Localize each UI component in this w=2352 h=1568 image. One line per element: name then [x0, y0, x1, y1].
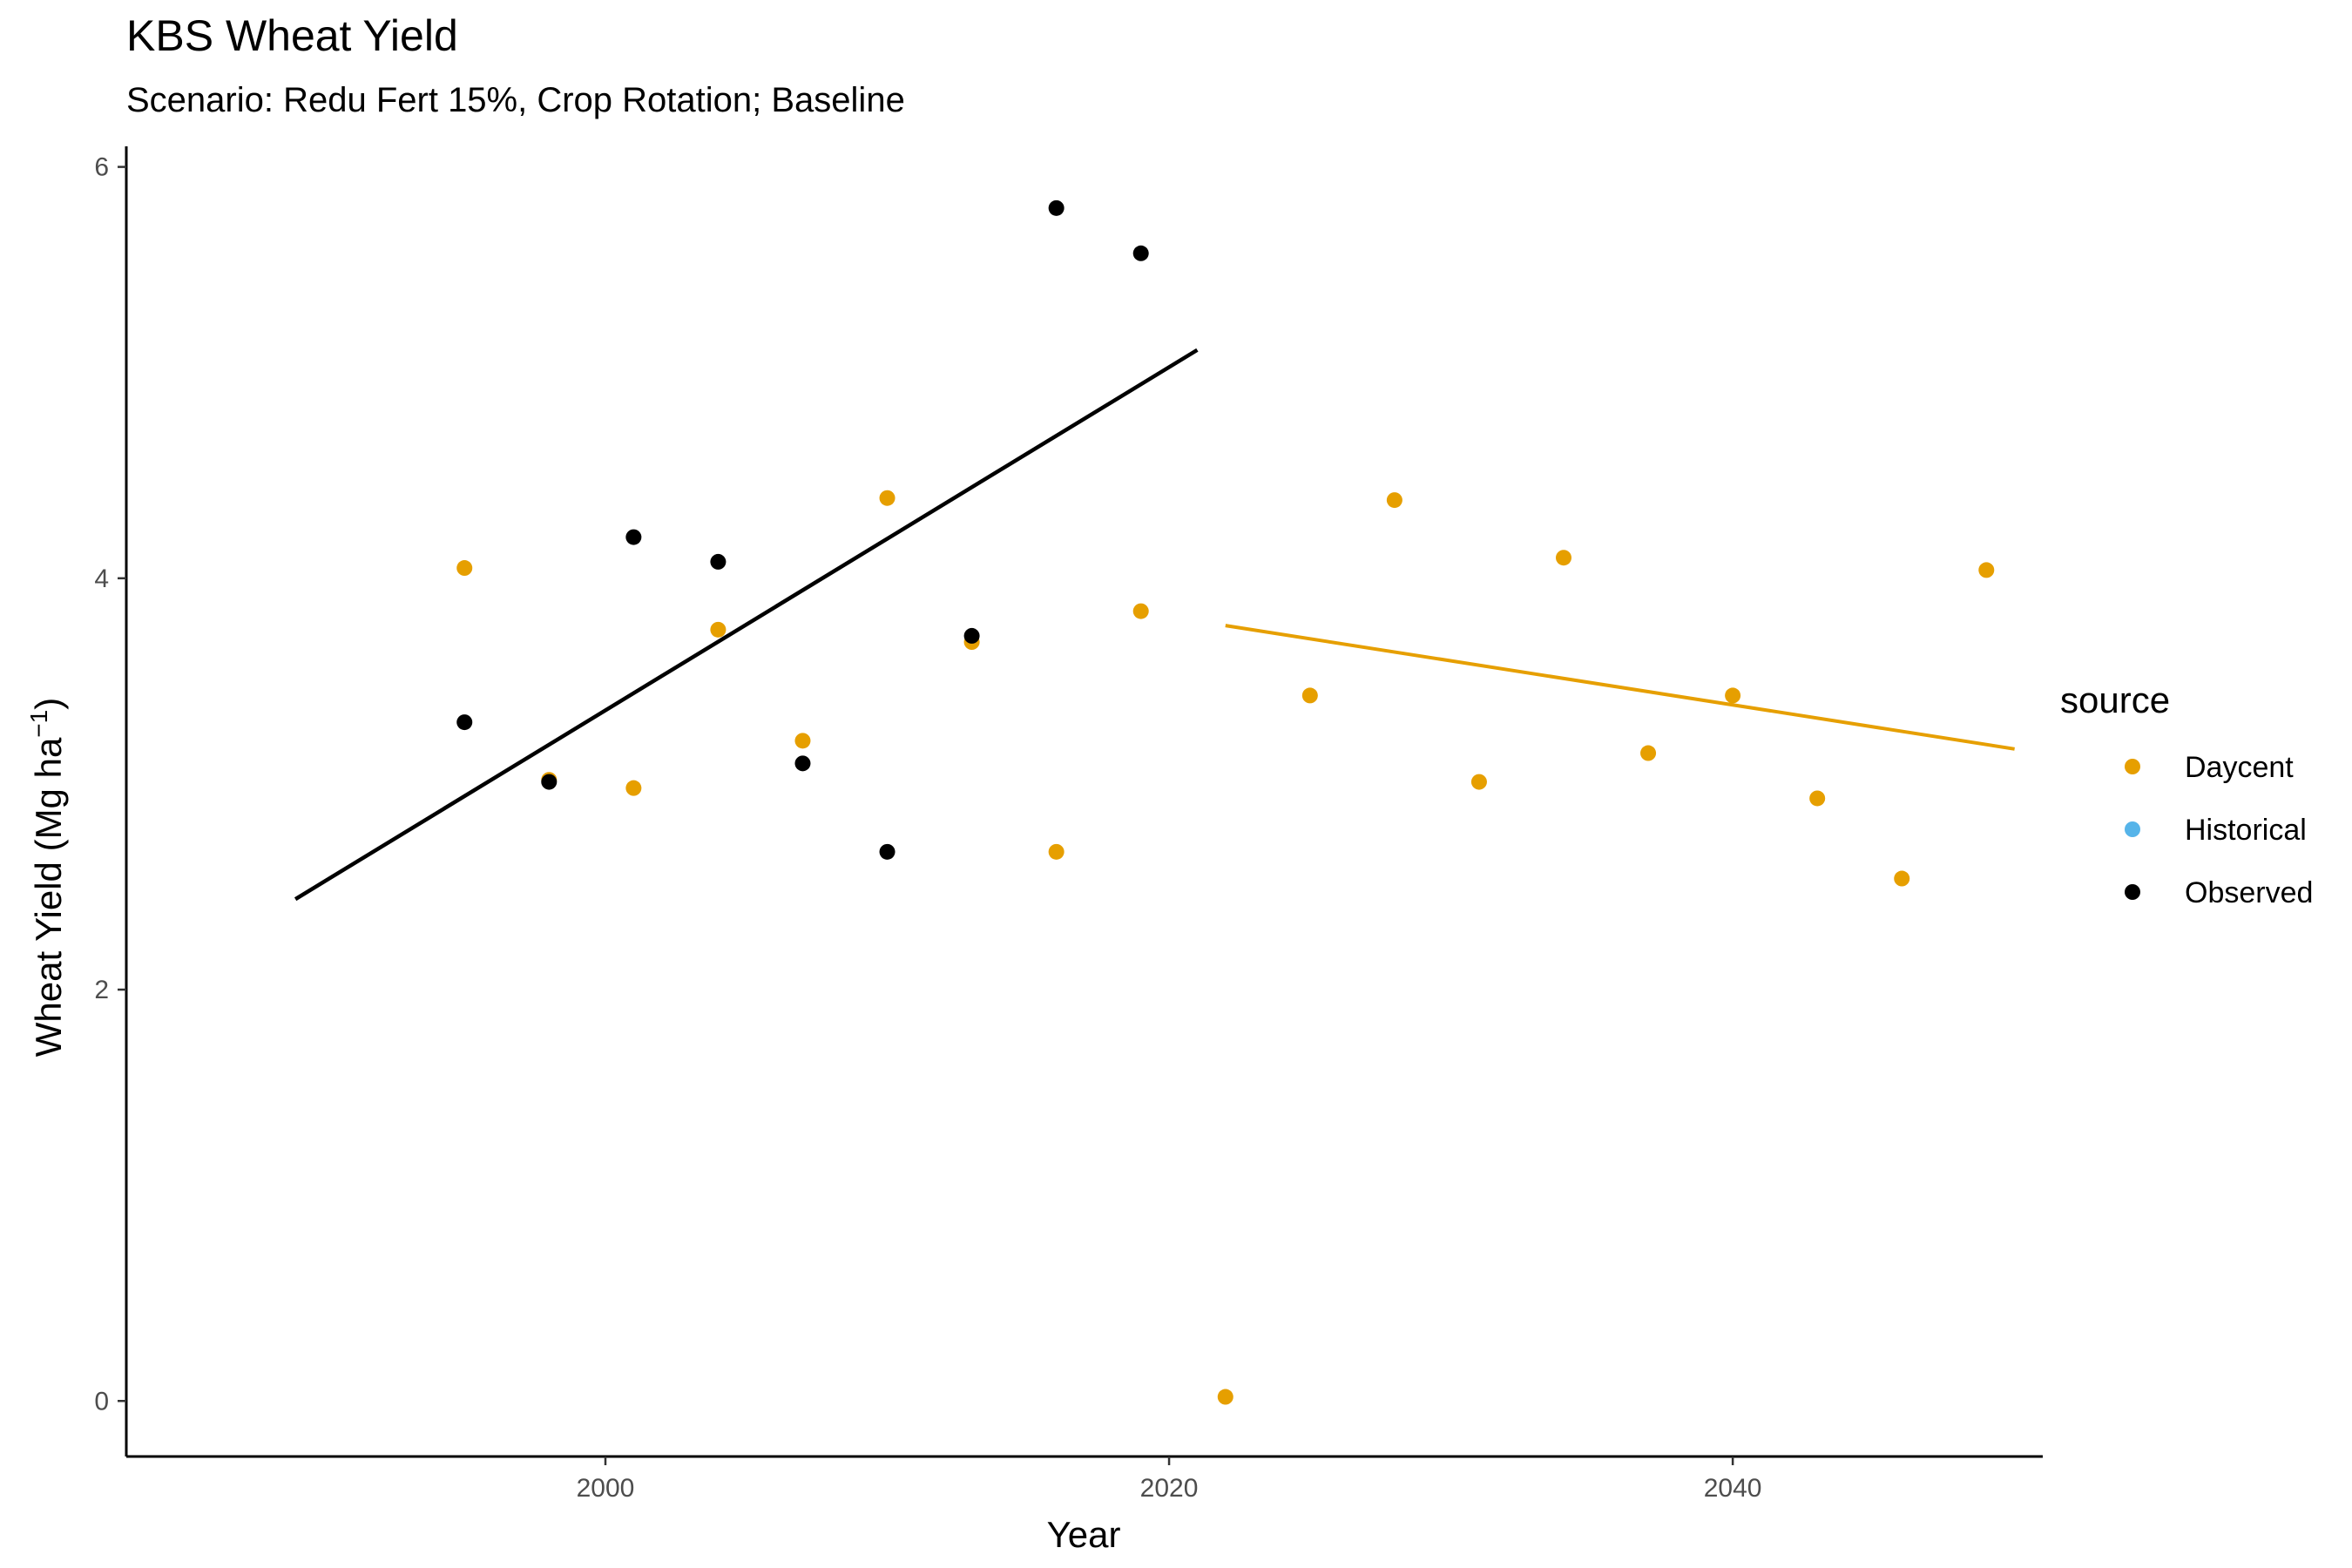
plot-area: 2000 2020 2040 0 2 4 6: [94, 146, 2043, 1503]
chart-title: KBS Wheat Yield: [126, 11, 458, 60]
daycent-point: [456, 560, 473, 577]
daycent-point: [1640, 745, 1657, 761]
legend-key-daycent: [2125, 759, 2140, 774]
observed-point: [625, 529, 642, 545]
y-tick-label: 2: [94, 976, 109, 1004]
daycent-point: [1725, 687, 1741, 704]
y-tick-label: 6: [94, 153, 109, 182]
daycent-point: [1301, 687, 1318, 704]
daycent-point: [1978, 562, 1995, 578]
daycent-trend-line: [1225, 624, 2015, 751]
observed-point: [541, 774, 558, 790]
observed-point: [1132, 245, 1149, 261]
y-axis-title-superscript: −1: [25, 710, 52, 738]
daycent-point: [1894, 870, 1910, 887]
legend-key-historical: [2125, 821, 2140, 837]
daycent-point: [1470, 774, 1487, 790]
observed-trend-line: [294, 348, 1199, 902]
legend-label-historical: Historical: [2185, 814, 2307, 847]
legend: source Daycent Historical Observed: [2060, 679, 2313, 909]
y-tick-label: 4: [94, 564, 109, 593]
daycent-point: [625, 780, 642, 796]
daycent-point: [794, 733, 811, 749]
x-tick-label: 2040: [1704, 1474, 1762, 1503]
daycent-point: [1048, 843, 1064, 860]
daycent-point: [1556, 550, 1571, 566]
observed-point: [710, 553, 727, 570]
observed-point: [963, 627, 980, 644]
legend-key-observed: [2125, 884, 2140, 900]
daycent-point: [879, 490, 896, 506]
observed-point: [794, 755, 811, 772]
x-axis-title: Year: [1047, 1514, 1121, 1555]
daycent-point: [1132, 603, 1149, 619]
x-tick-label: 2020: [1140, 1474, 1199, 1503]
y-tick-label: 0: [94, 1387, 109, 1416]
daycent-point: [1809, 790, 1826, 807]
chart-subtitle: Scenario: Redu Fert 15%, Crop Rotation; …: [126, 81, 905, 119]
observed-point: [1048, 199, 1064, 216]
daycent-point: [1217, 1389, 1233, 1405]
daycent-point: [1386, 492, 1402, 509]
daycent-point: [710, 621, 727, 638]
y-axis-title: Wheat Yield (Mg ha−1): [25, 698, 69, 1057]
legend-title: source: [2060, 679, 2170, 720]
x-tick-label: 2000: [577, 1474, 635, 1503]
observed-point: [879, 843, 896, 860]
legend-label-daycent: Daycent: [2185, 751, 2294, 784]
legend-label-observed: Observed: [2185, 876, 2313, 909]
observed-point: [456, 714, 473, 731]
